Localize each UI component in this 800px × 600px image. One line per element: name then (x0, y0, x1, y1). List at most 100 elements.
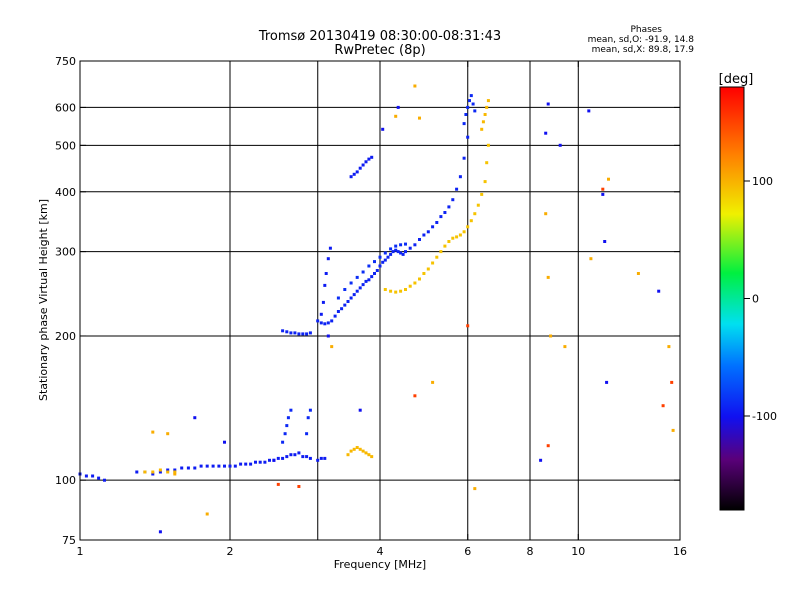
data-point (143, 470, 147, 474)
data-point (361, 163, 365, 167)
data-point (375, 269, 379, 272)
data-point (381, 260, 385, 264)
data-point (289, 331, 293, 335)
data-point (166, 432, 170, 436)
data-point (173, 472, 177, 476)
stats-title: Phases (630, 25, 662, 35)
data-point (601, 187, 605, 191)
data-point (670, 380, 674, 384)
y-axis-ticks: 75 100 200 300 400 500 600 750 (55, 55, 680, 547)
data-point (254, 460, 257, 464)
colorbar-tick-label: -100 (752, 410, 777, 423)
data-point (469, 219, 473, 223)
data-point (667, 345, 671, 349)
data-point (546, 102, 550, 106)
x-tick-label: 4 (377, 545, 384, 558)
data-point (370, 275, 374, 279)
data-point (323, 322, 327, 326)
data-point (394, 290, 398, 294)
data-point (383, 258, 387, 262)
data-point (413, 394, 417, 398)
colorbar (719, 86, 745, 511)
data-point (319, 456, 323, 460)
data-points (78, 84, 675, 534)
data-point (343, 288, 347, 291)
data-point (249, 462, 253, 466)
data-point (671, 428, 675, 432)
x-tick-label: 10 (571, 545, 585, 558)
data-point (308, 331, 312, 335)
data-point (603, 240, 607, 243)
data-point (281, 440, 285, 444)
data-point (418, 277, 421, 281)
data-point (481, 120, 485, 124)
data-point (378, 255, 382, 259)
data-point (404, 288, 407, 291)
data-point (466, 225, 470, 229)
data-point (166, 470, 170, 474)
data-point (399, 243, 403, 247)
data-point (239, 462, 243, 466)
x-axis-label: Frequency [MHz] (334, 558, 426, 571)
data-point (370, 155, 374, 159)
data-point (386, 255, 390, 259)
data-point (462, 122, 466, 126)
data-point (173, 470, 177, 474)
data-point (418, 238, 421, 241)
data-point (186, 466, 190, 470)
data-point (158, 530, 162, 534)
data-point (323, 283, 327, 287)
data-point (333, 314, 337, 318)
data-point (321, 300, 325, 304)
data-point (285, 330, 289, 334)
data-point (281, 329, 285, 333)
data-point (151, 470, 155, 474)
data-point (483, 180, 487, 184)
y-axis-label: Stationary phase Virtual Height [km] (37, 199, 50, 401)
data-point (389, 247, 393, 251)
data-point (352, 447, 356, 451)
data-point (319, 312, 323, 316)
data-point (268, 458, 271, 462)
x-tick-label: 16 (673, 545, 687, 558)
data-point (389, 289, 393, 293)
data-point (330, 319, 334, 323)
data-point (458, 233, 462, 237)
data-point (272, 458, 276, 462)
colorbar-label: [deg] (719, 72, 754, 87)
data-point (244, 462, 248, 466)
data-point (426, 267, 430, 271)
y-tick-label: 200 (55, 330, 76, 343)
data-point (361, 270, 365, 274)
data-point (305, 332, 309, 336)
data-point (297, 332, 301, 336)
data-point (447, 205, 451, 209)
stats-x-line: mean, sd,X: 89.8, 17.9 (592, 45, 695, 55)
data-point (563, 345, 567, 349)
data-point (166, 468, 170, 472)
data-point (326, 334, 330, 338)
data-point (349, 296, 353, 300)
data-point (223, 440, 226, 444)
data-point (289, 408, 293, 412)
data-point (319, 321, 323, 325)
data-point (381, 127, 385, 131)
data-point (486, 143, 490, 147)
data-point (289, 453, 293, 457)
data-point (97, 476, 101, 480)
data-point (413, 243, 417, 247)
data-point (447, 240, 451, 243)
data-point (422, 272, 426, 275)
y-tick-label: 100 (55, 474, 76, 487)
data-point (383, 251, 387, 255)
data-point (435, 255, 439, 259)
data-point (370, 455, 374, 459)
data-point (316, 319, 320, 323)
data-point (589, 257, 593, 261)
data-point (462, 156, 466, 160)
data-point (355, 170, 359, 174)
data-point (349, 175, 353, 179)
data-point (473, 109, 477, 113)
data-point (549, 334, 553, 338)
data-point (233, 464, 237, 468)
